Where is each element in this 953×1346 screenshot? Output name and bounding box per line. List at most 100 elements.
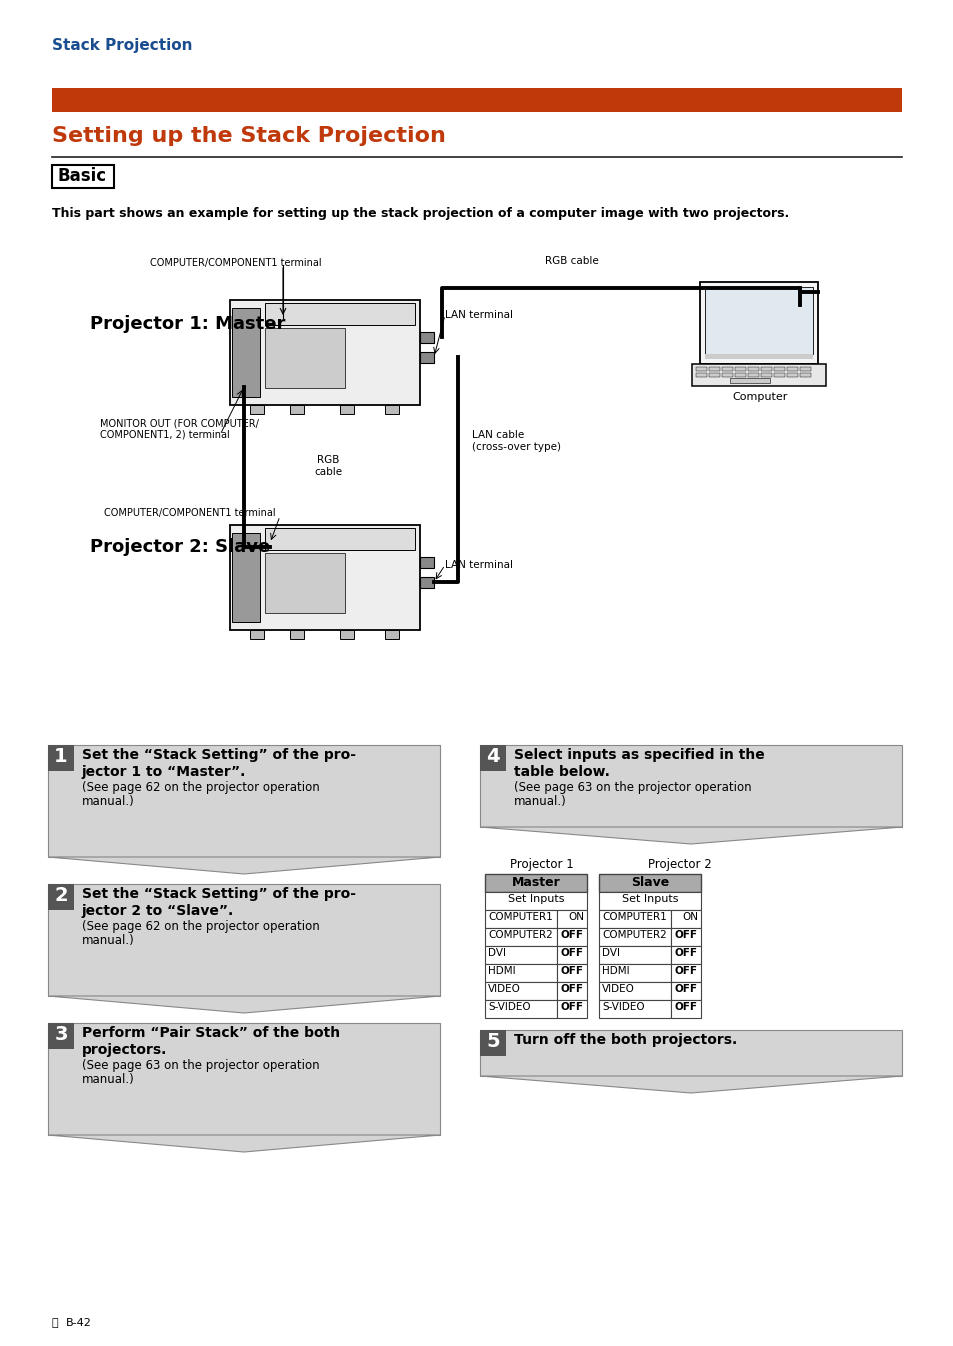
Bar <box>696 373 706 377</box>
Text: OFF: OFF <box>560 930 583 940</box>
Bar <box>479 744 505 771</box>
Bar <box>557 1000 586 1018</box>
Text: DVI: DVI <box>488 948 505 958</box>
Bar <box>670 946 700 964</box>
Text: HDMI: HDMI <box>488 966 515 976</box>
Text: OFF: OFF <box>560 966 583 976</box>
Text: Basic: Basic <box>58 167 107 184</box>
Text: B-42: B-42 <box>66 1318 91 1329</box>
Bar <box>557 946 586 964</box>
Text: RGB cable: RGB cable <box>544 256 598 267</box>
Bar <box>52 166 113 188</box>
Bar <box>339 630 354 639</box>
Bar <box>670 927 700 946</box>
Bar <box>729 378 769 384</box>
Bar <box>419 577 434 588</box>
Text: Projector 2: Projector 2 <box>647 857 711 871</box>
Text: Set Inputs: Set Inputs <box>507 894 563 905</box>
Text: (See page 62 on the projector operation: (See page 62 on the projector operation <box>82 781 319 794</box>
Bar <box>484 910 557 927</box>
Bar <box>265 328 345 388</box>
Text: LAN cable
(cross-over type): LAN cable (cross-over type) <box>472 429 560 452</box>
Bar <box>48 744 439 857</box>
Text: Select inputs as specified in the
table below.: Select inputs as specified in the table … <box>514 748 764 779</box>
Bar <box>232 308 260 397</box>
Text: ON: ON <box>681 913 698 922</box>
Bar <box>734 367 745 371</box>
Bar <box>484 1000 557 1018</box>
Text: COMPUTER/COMPONENT1 terminal: COMPUTER/COMPONENT1 terminal <box>104 507 275 518</box>
Bar <box>700 283 817 363</box>
Bar <box>696 367 706 371</box>
Bar <box>734 373 745 377</box>
Text: RGB
cable: RGB cable <box>314 455 342 476</box>
Bar <box>747 373 759 377</box>
Bar <box>385 405 398 415</box>
Text: COMPUTER1: COMPUTER1 <box>488 913 552 922</box>
Text: OFF: OFF <box>560 948 583 958</box>
Bar <box>479 744 901 826</box>
Bar <box>48 1023 439 1135</box>
Bar <box>773 373 784 377</box>
Text: Turn off the both projectors.: Turn off the both projectors. <box>514 1032 737 1047</box>
Bar <box>670 910 700 927</box>
Bar <box>598 1000 670 1018</box>
Text: OFF: OFF <box>560 984 583 993</box>
Text: (See page 63 on the projector operation: (See page 63 on the projector operation <box>514 781 751 794</box>
Text: Master: Master <box>511 876 559 888</box>
Bar <box>484 946 557 964</box>
Text: Computer: Computer <box>732 392 787 402</box>
Bar <box>708 373 720 377</box>
Text: Set Inputs: Set Inputs <box>621 894 678 905</box>
Polygon shape <box>48 996 439 1014</box>
Text: OFF: OFF <box>675 966 698 976</box>
Bar <box>598 946 670 964</box>
Bar <box>419 557 434 568</box>
Text: HDMI: HDMI <box>601 966 629 976</box>
Bar <box>557 983 586 1000</box>
Bar <box>479 1030 505 1057</box>
Text: Stack Projection: Stack Projection <box>52 38 193 52</box>
Text: MONITOR OUT (FOR COMPUTER/
COMPONENT1, 2) terminal: MONITOR OUT (FOR COMPUTER/ COMPONENT1, 2… <box>100 419 258 440</box>
Bar <box>265 528 415 551</box>
Text: Projector 1: Projector 1 <box>510 857 574 871</box>
Text: COMPUTER2: COMPUTER2 <box>488 930 552 940</box>
Bar <box>670 964 700 983</box>
Text: Projector 1: Master: Projector 1: Master <box>90 315 285 332</box>
Text: COMPUTER1: COMPUTER1 <box>601 913 666 922</box>
Bar <box>704 287 812 354</box>
Text: 3: 3 <box>54 1026 68 1044</box>
Bar <box>232 533 260 622</box>
Bar <box>800 367 810 371</box>
Bar <box>691 363 825 386</box>
Text: Set the “Stack Setting” of the pro-
jector 2 to “Slave”.: Set the “Stack Setting” of the pro- ject… <box>82 887 355 918</box>
Bar <box>419 332 434 343</box>
Bar <box>339 405 354 415</box>
Bar <box>747 367 759 371</box>
Bar <box>290 630 304 639</box>
Bar <box>48 1023 74 1049</box>
Bar <box>48 884 74 910</box>
Bar <box>484 892 586 910</box>
Text: LAN terminal: LAN terminal <box>444 560 513 569</box>
Text: (See page 62 on the projector operation: (See page 62 on the projector operation <box>82 921 319 933</box>
Bar <box>557 964 586 983</box>
Bar <box>250 630 264 639</box>
Text: Setting up the Stack Projection: Setting up the Stack Projection <box>52 127 445 145</box>
Text: manual.): manual.) <box>514 795 566 808</box>
Bar <box>484 983 557 1000</box>
Bar <box>250 405 264 415</box>
Text: 1: 1 <box>54 747 68 766</box>
Text: COMPUTER2: COMPUTER2 <box>601 930 666 940</box>
Polygon shape <box>479 1075 901 1093</box>
Bar <box>557 927 586 946</box>
Bar <box>484 927 557 946</box>
Polygon shape <box>48 857 439 874</box>
Text: 4: 4 <box>486 747 499 766</box>
Bar <box>557 910 586 927</box>
Polygon shape <box>479 826 901 844</box>
Bar <box>721 373 732 377</box>
Bar <box>760 367 771 371</box>
Text: OFF: OFF <box>675 1001 698 1012</box>
Bar <box>704 354 812 359</box>
